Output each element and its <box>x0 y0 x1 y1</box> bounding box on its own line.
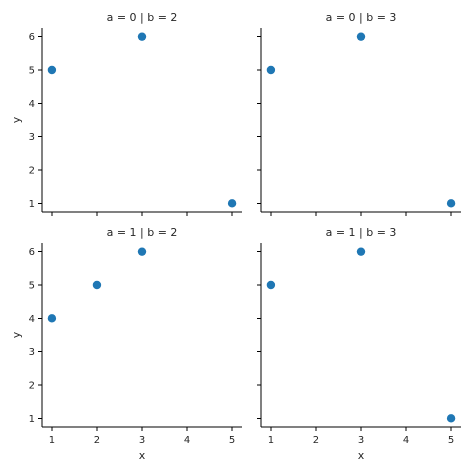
data-point <box>137 247 147 256</box>
facet-title: a = 1 | b = 3 <box>326 226 397 239</box>
x-tick-label: 4 <box>184 435 190 446</box>
data-point <box>446 199 456 208</box>
y-tick-label: 6 <box>29 32 35 43</box>
data-point <box>266 65 276 75</box>
x-tick-label: 4 <box>403 435 409 446</box>
facet-panel: a = 1 | b = 2 1 2 3 4 5 1 2 3 4 5 6 x y <box>10 226 242 462</box>
y-axis-label: y <box>10 116 23 123</box>
y-tick-label: 6 <box>29 247 35 258</box>
facet-panel: a = 0 | b = 2 1 2 3 4 5 6 y <box>10 11 242 216</box>
data-point <box>47 314 57 323</box>
facet-panel: a = 1 | b = 3 1 2 3 4 5 x <box>257 226 461 462</box>
data-point <box>47 65 57 75</box>
y-tick-label: 1 <box>29 414 35 425</box>
y-tick-label: 2 <box>29 381 35 392</box>
y-tick-label: 4 <box>29 314 35 325</box>
y-axis-label: y <box>10 331 23 338</box>
facet-title: a = 0 | b = 3 <box>326 11 397 24</box>
x-tick-label: 5 <box>448 435 454 446</box>
y-tick-label: 5 <box>29 281 35 292</box>
facet-title: a = 0 | b = 2 <box>107 11 178 24</box>
data-point <box>137 32 147 41</box>
x-tick-label: 2 <box>313 435 319 446</box>
y-tick-label: 3 <box>29 132 35 143</box>
x-tick-label: 3 <box>358 435 364 446</box>
y-tick-label: 2 <box>29 166 35 177</box>
facet-title: a = 1 | b = 2 <box>107 226 178 239</box>
data-point <box>92 280 102 290</box>
data-point <box>227 199 237 208</box>
x-tick-label: 3 <box>139 435 145 446</box>
facet-panel: a = 0 | b = 3 <box>257 11 461 216</box>
y-tick-label: 3 <box>29 347 35 358</box>
x-tick-label: 5 <box>229 435 235 446</box>
x-axis-label: x <box>358 449 365 462</box>
y-tick-label: 1 <box>29 199 35 210</box>
y-tick-label: 4 <box>29 99 35 110</box>
x-axis-label: x <box>139 449 146 462</box>
x-tick-label: 1 <box>268 435 274 446</box>
y-tick-label: 5 <box>29 66 35 77</box>
x-tick-label: 2 <box>94 435 100 446</box>
data-point <box>356 32 366 41</box>
data-point <box>356 247 366 256</box>
x-tick-label: 1 <box>49 435 55 446</box>
data-point <box>446 414 456 423</box>
data-point <box>266 280 276 290</box>
